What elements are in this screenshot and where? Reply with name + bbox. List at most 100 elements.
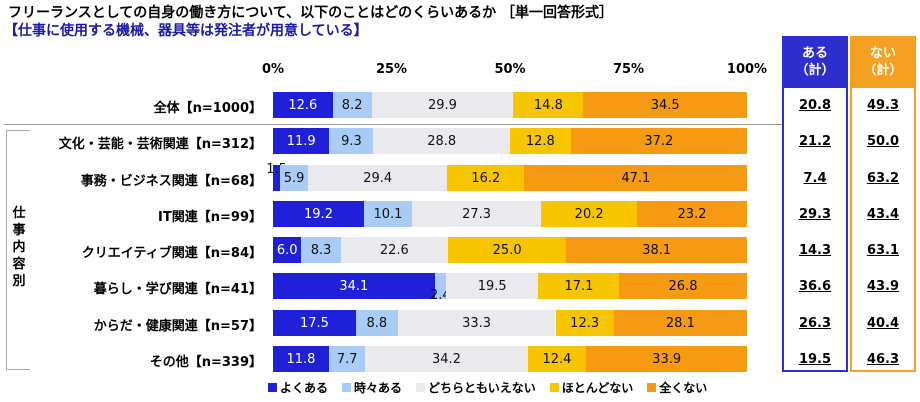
aru-total-value: 21.2	[798, 134, 832, 149]
data-label: 14.8	[533, 97, 563, 113]
bar-segment: 19.5	[446, 273, 539, 299]
data-label: 47.1	[621, 170, 651, 186]
chart-subtitle: 【仕事に使用する機械、器具等は発注者が用意している】	[4, 23, 368, 39]
data-label: 27.3	[462, 206, 492, 222]
total-separator	[4, 124, 782, 125]
legend-item: ほとんどない	[549, 379, 634, 396]
x-tick-label: 100%	[726, 62, 768, 77]
aru-total-value: 14.3	[798, 243, 832, 258]
bar-segment: 6.0	[273, 237, 302, 263]
data-label: 34.2	[431, 351, 461, 367]
bar-segment: 27.3	[411, 201, 542, 227]
data-label: 37.2	[644, 133, 674, 149]
data-label: 11.8	[286, 351, 316, 367]
bar-segment: 8.3	[301, 237, 341, 263]
bar-segment: 8.8	[355, 310, 398, 336]
data-label: 17.5	[299, 315, 329, 331]
nai-total-value: 49.3	[866, 98, 900, 113]
bar-segment: 10.1	[364, 201, 412, 227]
data-label: 7.7	[336, 351, 358, 367]
legend-swatch	[416, 383, 426, 392]
aru-total-header: ある （計）	[782, 36, 848, 88]
data-label: 12.6	[288, 97, 318, 113]
data-label: 12.8	[525, 133, 555, 149]
chart-legend: よくある 時々ある どちらともいえない ほとんどない 全くない	[268, 379, 707, 396]
bar-segment: 17.1	[538, 273, 620, 299]
legend-label: ほとんどない	[561, 381, 634, 395]
data-label: 33.9	[652, 351, 682, 367]
bar-segment: 12.4	[527, 346, 587, 372]
data-label: 34.1	[339, 278, 369, 294]
data-label: 29.9	[427, 97, 457, 113]
data-label: 11.9	[286, 133, 316, 149]
data-label: 23.2	[677, 206, 707, 222]
data-label: 28.1	[665, 315, 695, 331]
data-label: 17.1	[564, 278, 594, 294]
nai-total-value: 50.0	[866, 134, 900, 149]
chart-title: フリーランスとしての自身の働き方について、以下のことはどのくらいあるか ［単一回…	[8, 5, 614, 21]
bar-segment: 29.9	[371, 92, 514, 118]
data-label: 28.8	[427, 133, 457, 149]
bar-segment: 5.9	[280, 165, 309, 191]
bar-segment: 28.8	[373, 128, 510, 154]
x-tick-label: 50%	[494, 62, 526, 77]
data-label: 8.8	[366, 315, 388, 331]
data-label: 5.9	[283, 170, 305, 186]
bar-segment: 33.9	[586, 346, 747, 372]
bar-segment: 2.4	[430, 273, 451, 303]
bar-segment: 20.2	[541, 201, 638, 227]
row-label: 全体【n=1000】	[153, 101, 262, 116]
nai-header-sub: （計）	[863, 63, 903, 78]
row-label: 事務・ビジネス関連【n=68】	[80, 174, 262, 189]
bar-segment: 1.5	[266, 162, 287, 191]
aru-total-value: 19.5	[798, 352, 832, 367]
legend-swatch	[647, 383, 657, 392]
nai-total-value: 43.9	[866, 279, 900, 294]
nai-total-value: 43.4	[866, 207, 900, 222]
legend-label: 時々ある	[354, 381, 403, 395]
data-label: 19.2	[304, 206, 333, 222]
bar-segment: 38.1	[566, 237, 747, 263]
data-label: 38.1	[642, 242, 672, 258]
nai-header-label: ない	[869, 46, 896, 61]
legend-label: どちらともいえない	[428, 381, 536, 395]
bar-segment: 28.1	[613, 310, 747, 336]
legend-item: 時々ある	[342, 379, 402, 396]
legend-label: 全くない	[659, 381, 708, 395]
legend-swatch	[268, 383, 277, 392]
data-label: 9.3	[341, 133, 362, 149]
bar-segment: 47.1	[524, 165, 748, 191]
bar-segment: 7.7	[328, 346, 366, 372]
data-label: 12.4	[542, 351, 572, 367]
bar-segment: 14.8	[513, 92, 584, 118]
bar-segment: 12.6	[273, 92, 333, 118]
aru-total-value: 36.6	[798, 279, 832, 294]
bar-segment: 26.8	[619, 273, 747, 299]
data-label: 12.3	[570, 315, 600, 331]
data-label: 6.0	[276, 242, 298, 258]
legend-item: よくある	[268, 379, 328, 396]
data-label: 20.2	[574, 206, 604, 222]
data-label: 34.5	[650, 97, 680, 113]
data-label: 22.6	[379, 242, 409, 258]
aru-total-value: 20.8	[798, 98, 832, 113]
bar-segment: 29.4	[308, 165, 448, 191]
bar-segment: 11.8	[273, 346, 329, 372]
bar-segment: 25.0	[447, 237, 567, 263]
data-label: 26.8	[668, 278, 698, 294]
x-tick-label: 25%	[375, 62, 408, 77]
aru-total-value: 26.3	[798, 316, 832, 331]
group-label: 仕事内容別	[12, 206, 26, 289]
aru-total-value: 7.4	[803, 171, 827, 186]
legend-item: 全くない	[647, 379, 707, 396]
bar-segment: 16.2	[447, 165, 525, 191]
data-label: 8.2	[341, 97, 363, 113]
bar-segment: 12.3	[555, 310, 614, 336]
nai-total-value: 40.4	[866, 316, 900, 331]
bar-segment: 17.5	[273, 310, 356, 336]
data-label: 16.2	[471, 170, 501, 186]
data-label: 25.0	[492, 242, 522, 258]
bar-segment: 8.2	[332, 92, 372, 118]
bar-segment: 34.1	[273, 273, 435, 299]
row-label: からだ・健康関連【n=57】	[93, 319, 262, 334]
